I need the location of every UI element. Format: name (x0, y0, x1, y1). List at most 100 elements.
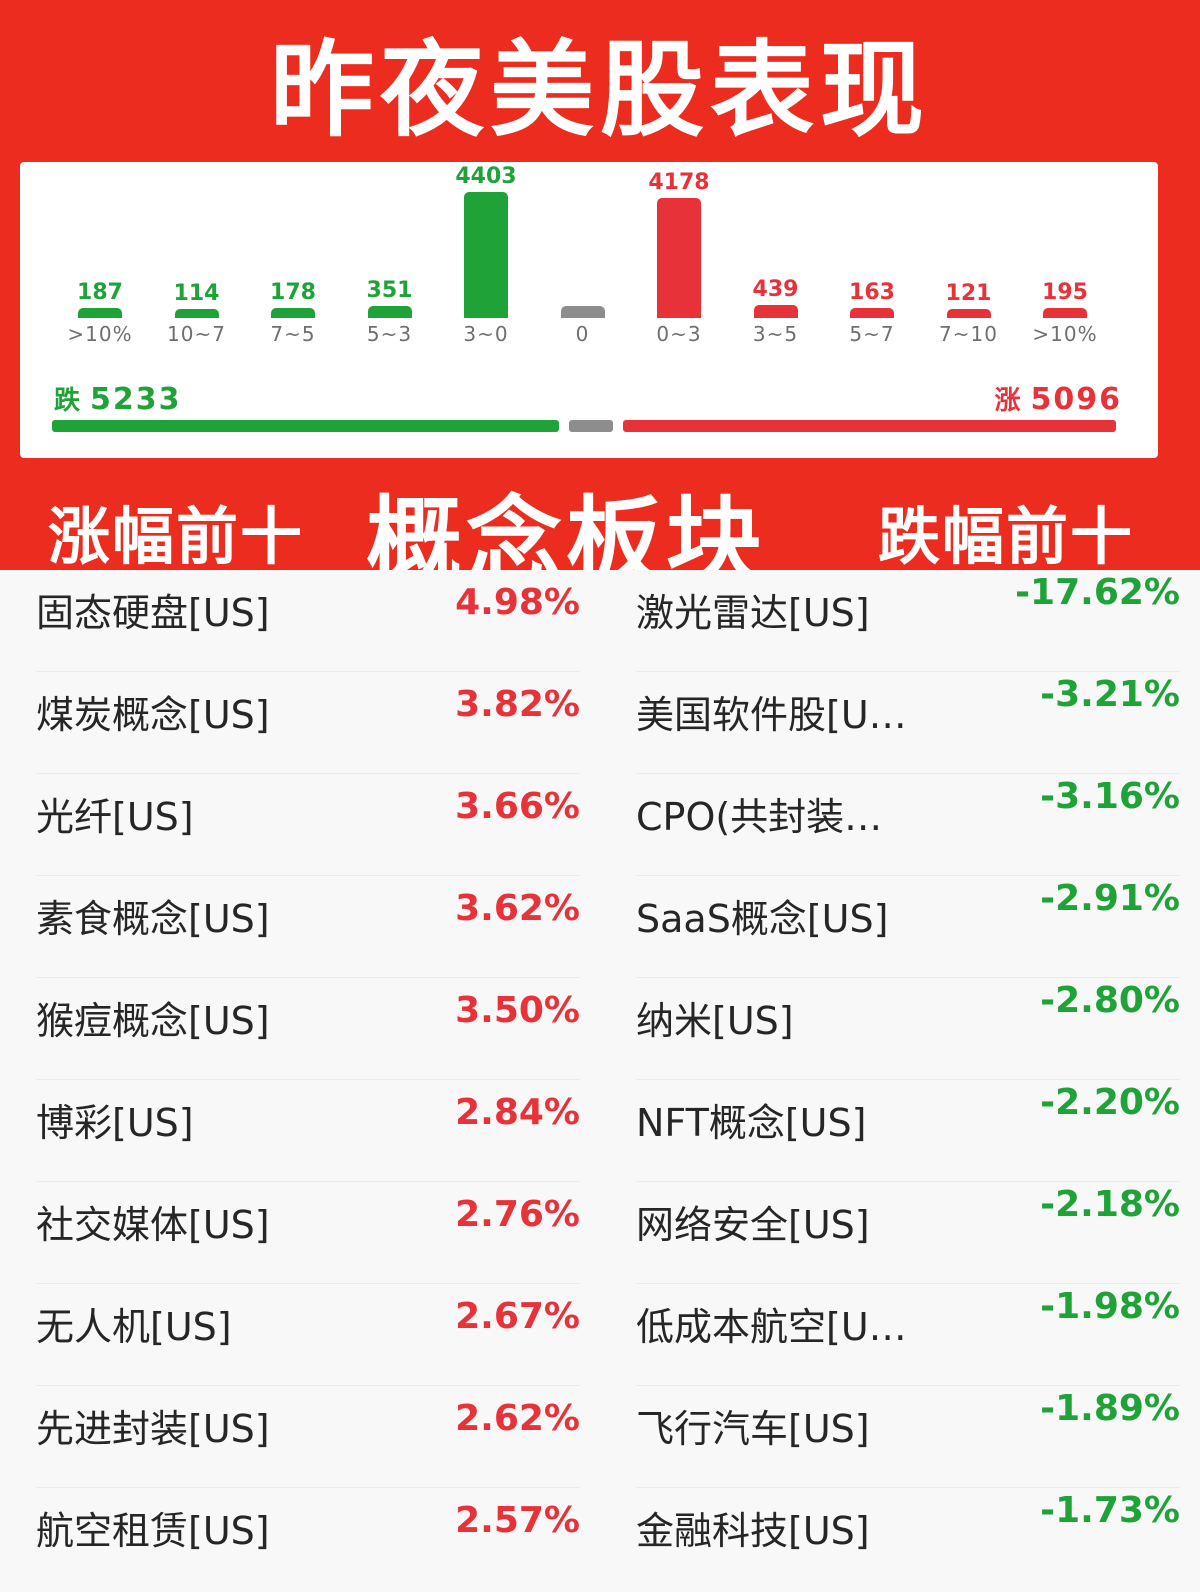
gainers-title: 涨幅前十 (48, 500, 305, 573)
gainer-row[interactable]: 光纤[US] 3.66% (0, 774, 600, 876)
distribution-section: 187 >10% 114 10~7 178 7~5 351 5~3 4403 3~0 0 4178 0~… (0, 160, 1200, 466)
distribution-bins: 187 >10% 114 10~7 178 7~5 351 5~3 4403 3~0 0 4178 0~… (20, 162, 1158, 362)
row-divider (636, 977, 1180, 978)
rise-total: 涨 5096 (994, 380, 1122, 417)
distribution-range: 10~7 (167, 322, 226, 346)
gainer-name: 先进封装[US] (36, 1407, 270, 1451)
gainer-row[interactable]: 固态硬盘[US] 4.98% (0, 570, 600, 672)
distribution-range: 7~5 (270, 322, 316, 346)
distribution-bin: 439 3~5 (736, 162, 816, 362)
gainer-row[interactable]: 先进封装[US] 2.62% (0, 1386, 600, 1488)
gainer-row[interactable]: 无人机[US] 2.67% (0, 1284, 600, 1386)
loser-change: -1.73% (1040, 1490, 1180, 1531)
distribution-range: 5~3 (366, 322, 413, 346)
gainer-row[interactable]: 社交媒体[US] 2.76% (0, 1182, 600, 1284)
flat-segment (569, 420, 613, 432)
loser-name: 美国软件股[U… (636, 693, 907, 737)
distribution-bar (464, 192, 508, 318)
distribution-count: 439 (752, 277, 799, 302)
distribution-bin: 195 >10% (1025, 162, 1105, 362)
row-divider (636, 1385, 1180, 1386)
row-divider (36, 773, 580, 774)
distribution-bin: 121 7~10 (929, 162, 1009, 362)
distribution-count: 121 (945, 281, 992, 306)
gainer-change: 3.50% (455, 990, 580, 1031)
concept-tables: 固态硬盘[US] 4.98% 煤炭概念[US] 3.82% 光纤[US] 3.66% 素食概… (0, 570, 1200, 1592)
row-divider (636, 1283, 1180, 1284)
title-banner: 昨夜美股表现 (0, 0, 1200, 160)
loser-row[interactable]: 网络安全[US] -2.18% (620, 1182, 1180, 1284)
loser-name: 激光雷达[US] (636, 591, 870, 635)
loser-row[interactable]: SaaS概念[US] -2.91% (620, 876, 1180, 978)
gainer-row[interactable]: 航空租赁[US] 2.57% (0, 1488, 600, 1590)
row-divider (36, 977, 580, 978)
gainer-row[interactable]: 素食概念[US] 3.62% (0, 876, 600, 978)
distribution-range: 5~7 (849, 322, 895, 346)
loser-change: -2.20% (1040, 1082, 1180, 1123)
fall-total-value: 5233 (90, 382, 182, 417)
rise-total-value: 5096 (1030, 382, 1122, 417)
gainer-name: 博彩[US] (36, 1101, 194, 1145)
row-divider (36, 1181, 580, 1182)
gainer-row[interactable]: 煤炭概念[US] 3.82% (0, 672, 600, 774)
loser-row[interactable]: CPO(共封装… -3.16% (620, 774, 1180, 876)
distribution-bar (850, 308, 894, 318)
loser-name: SaaS概念[US] (636, 897, 889, 941)
distribution-bar (78, 308, 122, 318)
fall-total-label: 跌 (54, 386, 83, 416)
loser-row[interactable]: 激光雷达[US] -17.62% (620, 570, 1180, 672)
distribution-range: 0~3 (656, 322, 702, 346)
gainer-name: 无人机[US] (36, 1305, 232, 1349)
gainer-change: 2.84% (455, 1092, 580, 1133)
loser-change: -2.18% (1040, 1184, 1180, 1225)
row-divider (36, 1283, 580, 1284)
gainer-name: 固态硬盘[US] (36, 591, 270, 635)
distribution-count: 195 (1042, 280, 1088, 305)
loser-row[interactable]: 美国软件股[U… -3.21% (620, 672, 1180, 774)
gainer-change: 2.67% (455, 1296, 580, 1337)
row-divider (36, 1487, 580, 1488)
loser-change: -3.16% (1040, 776, 1180, 817)
loser-row[interactable]: NFT概念[US] -2.20% (620, 1080, 1180, 1182)
row-divider (36, 671, 580, 672)
gainer-name: 猴痘概念[US] (36, 999, 270, 1043)
gainer-change: 2.62% (455, 1398, 580, 1439)
distribution-count: 114 (173, 281, 220, 306)
concept-header: 涨幅前十 概念板块 跌幅前十 (0, 466, 1200, 598)
loser-row[interactable]: 低成本航空[U… -1.98% (620, 1284, 1180, 1386)
row-divider (636, 773, 1180, 774)
distribution-count: 163 (849, 280, 895, 305)
loser-row[interactable]: 飞行汽车[US] -1.89% (620, 1386, 1180, 1488)
loser-name: CPO(共封装… (636, 795, 883, 839)
row-divider (636, 875, 1180, 876)
loser-name: NFT概念[US] (636, 1101, 867, 1145)
loser-row[interactable]: 纳米[US] -2.80% (620, 978, 1180, 1080)
gainer-name: 煤炭概念[US] (36, 693, 270, 737)
distribution-bin: 114 10~7 (157, 162, 237, 362)
gainer-name: 素食概念[US] (36, 897, 270, 941)
loser-name: 纳米[US] (636, 999, 794, 1043)
gainer-name: 社交媒体[US] (36, 1203, 270, 1247)
loser-row[interactable]: 金融科技[US] -1.73% (620, 1488, 1180, 1590)
distribution-range: >10% (1032, 322, 1098, 346)
row-divider (636, 671, 1180, 672)
losers-title: 跌幅前十 (878, 500, 1135, 573)
distribution-bar (560, 306, 605, 318)
distribution-bar (753, 305, 798, 318)
loser-change: -1.98% (1040, 1286, 1180, 1327)
row-divider (36, 1079, 580, 1080)
distribution-bin: 163 5~7 (832, 162, 912, 362)
gainer-change: 3.82% (455, 684, 580, 725)
distribution-range: 7~10 (939, 322, 998, 346)
distribution-count: 187 (77, 280, 123, 305)
gainer-row[interactable]: 猴痘概念[US] 3.50% (0, 978, 600, 1080)
gainer-change: 3.66% (455, 786, 580, 827)
distribution-bin: 0 (543, 162, 623, 362)
distribution-bar (174, 309, 219, 318)
gainer-row[interactable]: 博彩[US] 2.84% (0, 1080, 600, 1182)
distribution-count: 351 (366, 278, 413, 303)
gainer-name: 光纤[US] (36, 795, 194, 839)
loser-change: -1.89% (1040, 1388, 1180, 1429)
gainer-change: 2.57% (455, 1500, 580, 1541)
row-divider (636, 1079, 1180, 1080)
